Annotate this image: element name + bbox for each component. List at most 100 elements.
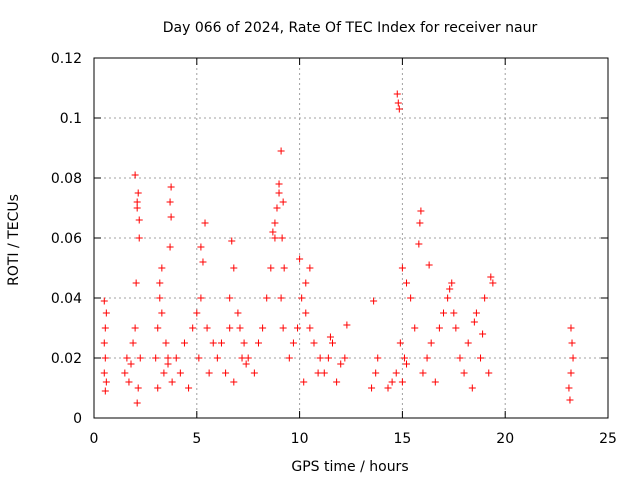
data-point [416, 219, 424, 227]
data-point [167, 213, 175, 221]
data-point [209, 339, 217, 347]
data-point [568, 339, 576, 347]
data-point [205, 369, 213, 377]
data-point [267, 264, 275, 272]
data-point [403, 360, 411, 368]
data-point [388, 378, 396, 386]
y-tick-label: 0.02 [51, 351, 82, 367]
data-point [135, 234, 143, 242]
data-point [277, 147, 285, 155]
data-point [452, 324, 460, 332]
data-point [278, 234, 286, 242]
data-point [158, 264, 166, 272]
data-point [472, 309, 480, 317]
data-point [468, 384, 476, 392]
data-point [160, 369, 168, 377]
data-point [238, 354, 246, 362]
x-axis-title: GPS time / hours [291, 459, 408, 475]
data-point [489, 279, 497, 287]
data-point [398, 378, 406, 386]
data-point [285, 354, 293, 362]
data-point [236, 324, 244, 332]
data-point [296, 255, 304, 263]
data-point [294, 324, 302, 332]
data-point [121, 369, 129, 377]
data-point [127, 360, 135, 368]
data-point [168, 378, 176, 386]
data-point [197, 243, 205, 251]
data-point [431, 378, 439, 386]
data-point [320, 369, 328, 377]
data-point [450, 309, 458, 317]
data-point [396, 339, 404, 347]
data-point [368, 384, 376, 392]
data-point [393, 90, 401, 98]
x-tick-label: 5 [192, 431, 201, 447]
data-point [180, 339, 188, 347]
data-point [259, 324, 267, 332]
data-point [242, 360, 250, 368]
data-point [300, 378, 308, 386]
data-point [271, 234, 279, 242]
data-point [395, 105, 403, 113]
data-point [569, 354, 577, 362]
data-point [316, 354, 324, 362]
data-point [394, 99, 402, 107]
data-point [228, 237, 236, 245]
data-point [158, 309, 166, 317]
data-point [415, 240, 423, 248]
data-point [328, 339, 336, 347]
y-tick-label: 0.06 [51, 231, 82, 247]
data-point [326, 333, 334, 341]
data-point [250, 369, 258, 377]
data-point [479, 330, 487, 338]
data-point [101, 387, 109, 395]
data-point [132, 279, 140, 287]
data-point [152, 354, 160, 362]
y-tick-label: 0.04 [51, 291, 82, 307]
data-point [398, 264, 406, 272]
data-points [100, 90, 577, 407]
data-point [240, 339, 248, 347]
y-tick-label: 0.12 [51, 51, 82, 67]
data-point [131, 171, 139, 179]
data-point [156, 294, 164, 302]
data-point [417, 207, 425, 215]
data-point [372, 369, 380, 377]
data-point [271, 219, 279, 227]
x-tick-label: 20 [496, 431, 514, 447]
y-tick-label: 0.08 [51, 171, 82, 187]
data-point [306, 324, 314, 332]
data-point [123, 354, 131, 362]
data-point [201, 219, 209, 227]
data-point [131, 324, 139, 332]
data-point [134, 189, 142, 197]
data-point [444, 294, 452, 302]
data-point [203, 324, 211, 332]
data-point [100, 297, 108, 305]
data-point [133, 399, 141, 407]
data-point [370, 297, 378, 305]
data-point [230, 378, 238, 386]
data-point [193, 309, 201, 317]
data-point [464, 339, 472, 347]
data-point [167, 183, 175, 191]
data-point [154, 324, 162, 332]
data-point [230, 264, 238, 272]
data-point [244, 354, 252, 362]
data-point [310, 339, 318, 347]
data-point [134, 384, 142, 392]
x-tick-label: 15 [393, 431, 411, 447]
data-point [324, 354, 332, 362]
y-tick-label: 0 [73, 411, 82, 427]
data-point [166, 198, 174, 206]
data-point [481, 294, 489, 302]
data-point [100, 369, 108, 377]
data-point [269, 228, 277, 236]
data-point [427, 339, 435, 347]
data-point [314, 369, 322, 377]
data-point [129, 339, 137, 347]
data-point [448, 279, 456, 287]
data-point [226, 294, 234, 302]
